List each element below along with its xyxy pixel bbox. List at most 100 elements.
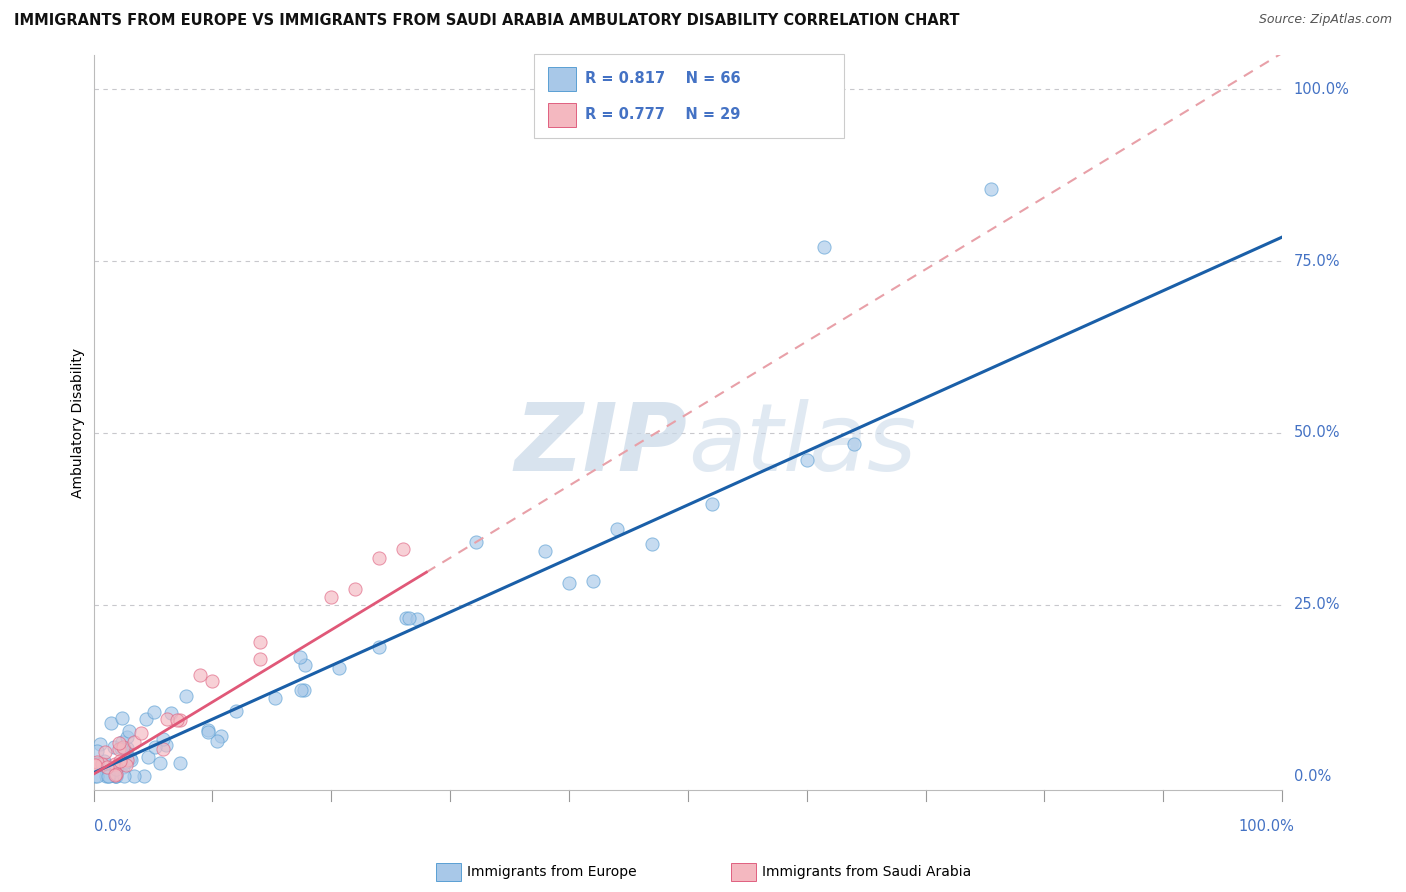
Point — [90, 756, 112, 771]
Point — [534, 543, 557, 558]
Text: Source: ZipAtlas.com: Source: ZipAtlas.com — [1258, 13, 1392, 27]
Point — [112, 740, 135, 755]
Point — [292, 682, 315, 697]
Point — [122, 735, 145, 749]
Point — [115, 730, 138, 744]
Text: Immigrants from Saudi Arabia: Immigrants from Saudi Arabia — [762, 865, 972, 880]
Text: ZIP: ZIP — [515, 399, 688, 491]
Point — [264, 690, 287, 705]
Point — [980, 182, 1002, 196]
Point — [100, 716, 122, 731]
Point — [796, 453, 818, 467]
Point — [328, 661, 350, 675]
Point — [367, 551, 389, 566]
Point — [160, 706, 183, 720]
Point — [104, 756, 127, 771]
Point — [115, 758, 138, 772]
Point — [97, 768, 120, 782]
Point — [112, 768, 135, 782]
Text: 100.0%: 100.0% — [1294, 82, 1350, 97]
Point — [197, 725, 219, 739]
Point — [86, 768, 108, 782]
Point — [148, 756, 170, 770]
Point — [83, 758, 105, 772]
Point — [142, 705, 165, 719]
Point — [582, 574, 605, 589]
Point — [321, 590, 343, 604]
Text: R = 0.817    N = 66: R = 0.817 N = 66 — [585, 71, 741, 87]
Point — [197, 723, 219, 737]
Point — [700, 497, 723, 511]
Text: 25.0%: 25.0% — [1294, 597, 1340, 612]
Point — [641, 537, 664, 551]
Point — [294, 658, 316, 673]
Point — [143, 740, 166, 755]
Point — [225, 704, 247, 718]
Point — [94, 745, 117, 759]
Point — [104, 768, 127, 782]
Point — [122, 768, 145, 782]
Point — [135, 712, 157, 726]
Point — [813, 240, 835, 254]
Point — [86, 756, 108, 770]
Point — [104, 768, 127, 782]
Point — [96, 759, 118, 773]
Point — [120, 751, 142, 765]
Point — [129, 726, 152, 740]
Point — [290, 650, 312, 665]
Point — [136, 750, 159, 764]
Point — [406, 612, 429, 626]
Point — [249, 635, 271, 649]
Text: 75.0%: 75.0% — [1294, 253, 1340, 268]
Point — [156, 712, 179, 726]
Point — [174, 689, 197, 703]
Point — [94, 757, 117, 772]
Y-axis label: Ambulatory Disability: Ambulatory Disability — [72, 348, 86, 498]
Text: 50.0%: 50.0% — [1294, 425, 1340, 441]
Point — [188, 668, 211, 682]
Point — [166, 713, 188, 727]
Point — [465, 535, 488, 549]
Point — [201, 673, 224, 688]
Point — [120, 753, 142, 767]
Text: atlas: atlas — [688, 399, 917, 490]
Point — [108, 736, 131, 750]
Point — [104, 762, 127, 776]
Point — [105, 768, 128, 782]
Point — [134, 768, 156, 782]
Point — [83, 768, 105, 782]
Text: Immigrants from Europe: Immigrants from Europe — [467, 865, 637, 880]
Point — [86, 744, 108, 758]
Point — [111, 735, 134, 749]
Point — [104, 767, 127, 781]
Point — [110, 741, 132, 756]
Point — [111, 711, 134, 725]
Point — [84, 759, 107, 773]
Point — [368, 640, 391, 654]
Point — [104, 768, 127, 782]
Text: 0.0%: 0.0% — [1294, 769, 1331, 784]
Point — [344, 582, 367, 596]
Point — [391, 541, 413, 556]
Point — [111, 760, 134, 774]
Point — [108, 754, 131, 768]
Point — [605, 522, 627, 536]
Text: R = 0.777    N = 29: R = 0.777 N = 29 — [585, 107, 741, 121]
Point — [114, 755, 136, 769]
Point — [207, 734, 229, 748]
Point — [152, 741, 174, 756]
Point — [395, 611, 418, 625]
Point — [152, 731, 174, 746]
Point — [290, 682, 312, 697]
Point — [209, 729, 232, 743]
Point — [93, 754, 115, 768]
Point — [249, 652, 271, 666]
Point — [398, 611, 420, 625]
Text: 0.0%: 0.0% — [94, 820, 131, 834]
Point — [155, 739, 177, 753]
Text: IMMIGRANTS FROM EUROPE VS IMMIGRANTS FROM SAUDI ARABIA AMBULATORY DISABILITY COR: IMMIGRANTS FROM EUROPE VS IMMIGRANTS FRO… — [14, 13, 959, 29]
Point — [169, 756, 191, 770]
Point — [97, 768, 120, 782]
Point — [103, 739, 125, 754]
Point — [89, 737, 111, 751]
